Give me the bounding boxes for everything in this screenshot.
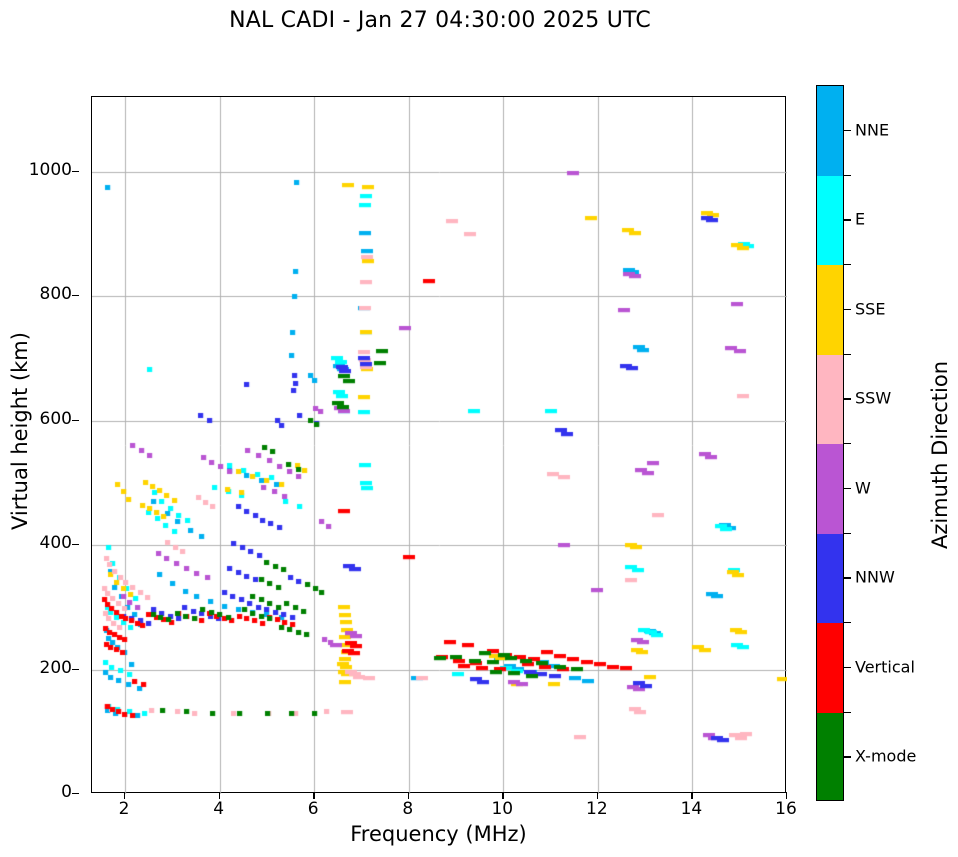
y-tick-mark	[72, 793, 79, 795]
y-axis-tick-labels: 0 200 400 600 800 1000	[14, 96, 79, 802]
y-tick-mark	[72, 295, 79, 297]
colorbar-band-e[interactable]	[817, 175, 843, 266]
colorbar-boundary-tick	[844, 353, 851, 355]
scatter-data-layer	[92, 97, 787, 794]
colorbar-boundary-tick	[844, 532, 851, 534]
x-axis-tick-labels: 2 4 6 8 10 12 14 16	[91, 792, 797, 825]
colorbar-tick-mark	[844, 756, 851, 758]
x-tick-label: 8	[378, 792, 438, 819]
colorbar[interactable]	[816, 85, 844, 801]
x-tick-mark	[502, 792, 504, 799]
page-title: NAL CADI - Jan 27 04:30:00 2025 UTC	[229, 8, 651, 33]
colorbar-tick-mark	[844, 129, 851, 132]
y-tick-label: 400	[26, 533, 79, 553]
colorbar-tick-mark	[844, 398, 851, 400]
colorbar-label-ssw: SSW	[855, 388, 892, 408]
x-tick-label: 6	[283, 792, 343, 819]
x-tick-mark	[691, 792, 693, 799]
colorbar-tick-labels: NNE E SSE SSW W NNW Vertical X-mode	[844, 85, 954, 801]
x-tick-label: 10	[472, 792, 532, 819]
colorbar-tick-mark	[844, 308, 851, 311]
y-tick-label: 0	[26, 782, 79, 802]
y-tick-mark	[72, 544, 79, 546]
x-axis-title: Frequency (MHz)	[350, 822, 527, 846]
x-tick-mark	[596, 792, 599, 799]
colorbar-title: Azimuth Direction	[928, 360, 952, 550]
colorbar-boundary-tick	[844, 443, 851, 445]
colorbar-band-w[interactable]	[817, 444, 843, 535]
colorbar-band-x-mode[interactable]	[817, 712, 843, 800]
colorbar-band-vertical[interactable]	[817, 623, 843, 714]
y-tick-mark	[72, 419, 79, 421]
colorbar-band-ssw[interactable]	[817, 354, 843, 445]
colorbar-boundary-tick	[844, 174, 851, 176]
colorbar-band-nnw[interactable]	[817, 533, 843, 624]
colorbar-label-nne: NNE	[855, 120, 890, 140]
y-tick-label: 1000	[26, 160, 79, 180]
y-tick-label: 600	[26, 409, 79, 429]
x-tick-mark	[218, 792, 220, 799]
colorbar-boundary-tick	[844, 264, 851, 266]
y-tick-mark	[72, 668, 79, 670]
colorbar-label-nnw: NNW	[855, 567, 895, 587]
colorbar-label-sse: SSE	[855, 299, 886, 319]
colorbar-tick-mark	[844, 219, 851, 221]
colorbar-tick-mark	[844, 487, 851, 490]
x-tick-label: 2	[94, 792, 154, 819]
y-tick-label: 200	[26, 658, 79, 678]
plot-area	[91, 96, 787, 794]
y-axis-title: Virtual height (km)	[8, 332, 32, 530]
colorbar-tick-mark	[844, 577, 851, 579]
colorbar-band-sse[interactable]	[817, 265, 843, 356]
colorbar-boundary-tick	[844, 622, 851, 624]
colorbar-boundary-tick	[844, 711, 851, 713]
x-tick-mark	[124, 792, 126, 799]
x-tick-label: 16	[756, 792, 816, 819]
x-tick-mark	[313, 792, 315, 799]
x-tick-mark	[407, 792, 410, 799]
colorbar-label-x-mode: X-mode	[855, 746, 917, 766]
x-tick-label: 12	[567, 792, 627, 819]
x-tick-mark	[786, 792, 788, 799]
colorbar-label-vertical: Vertical	[855, 657, 915, 677]
x-tick-label: 14	[661, 792, 721, 819]
colorbar-label-e: E	[855, 209, 866, 229]
colorbar-band-nne[interactable]	[817, 86, 843, 177]
y-tick-mark	[72, 170, 79, 172]
colorbar-label-w: W	[855, 478, 871, 498]
y-tick-label: 800	[26, 284, 79, 304]
colorbar-tick-mark	[844, 666, 851, 669]
x-tick-label: 4	[189, 792, 249, 819]
